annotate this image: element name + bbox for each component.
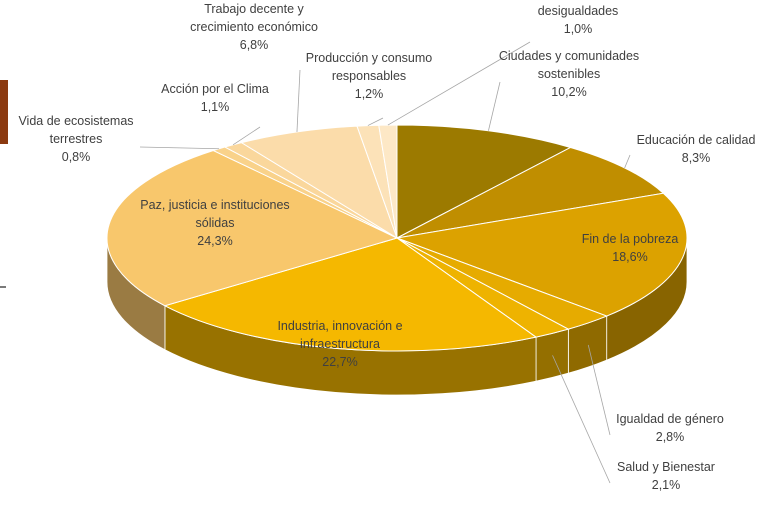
leader-line-10: [367, 117, 384, 126]
slice-name-label-5: infraestructura: [300, 337, 380, 351]
leader-line-11: [387, 41, 531, 126]
slice-value-label-3: 2,8%: [656, 430, 685, 444]
leader-line-3: [587, 344, 611, 436]
leader-lines: [139, 41, 631, 484]
leader-line-7: [139, 146, 220, 150]
slice-name-label-7: Vida de ecosistemas: [18, 114, 133, 128]
slice-name-label-0: sostenibles: [538, 67, 601, 81]
slice-name-label-9: Trabajo decente y: [204, 2, 304, 16]
slice-value-label-9: 6,8%: [240, 38, 269, 52]
slice-name-label-3: Igualdad de género: [616, 412, 724, 426]
slice-name-label-10: responsables: [332, 69, 406, 83]
side-decoration: [0, 80, 8, 144]
pie-slice-2: [395, 192, 688, 317]
slice-value-label-1: 8,3%: [682, 151, 711, 165]
slice-value-label-8: 1,1%: [201, 100, 230, 114]
leader-line-1: [624, 154, 631, 169]
slice-name-label-11: desigualdades: [538, 4, 619, 18]
slice-name-label-7: terrestres: [50, 132, 103, 146]
slice-value-label-11: 1,0%: [564, 22, 593, 36]
slice-name-label-6: Paz, justicia e instituciones: [140, 198, 289, 212]
pie-side-4: [535, 328, 569, 382]
leader-line-9: [296, 69, 301, 132]
slice-name-label-0: Ciudades y comunidades: [499, 49, 639, 63]
pie-slice-6: [106, 149, 399, 307]
pie-slice-5: [163, 237, 538, 352]
slice-value-label-0: 10,2%: [551, 85, 586, 99]
leader-line-8: [232, 126, 261, 146]
slice-name-label-8: Acción por el Clima: [161, 82, 269, 96]
leader-line-4: [552, 355, 611, 484]
slice-value-label-2: 18,6%: [612, 250, 647, 264]
slice-name-label-4: Salud y Bienestar: [617, 460, 715, 474]
slice-name-label-5: Industria, innovación e: [277, 319, 402, 333]
slice-value-label-7: 0,8%: [62, 150, 91, 164]
side-divider: [0, 286, 6, 288]
slice-name-label-1: Educación de calidad: [637, 133, 756, 147]
pie-side-walls: [106, 237, 688, 396]
slice-name-label-9: crecimiento económico: [190, 20, 318, 34]
slice-value-label-5: 22,7%: [322, 355, 357, 369]
slice-value-label-4: 2,1%: [652, 478, 681, 492]
pie-slice-1: [396, 146, 665, 239]
slice-name-label-2: Fin de la pobreza: [582, 232, 679, 246]
slice-name-label-10: Producción y consumo: [306, 51, 433, 65]
pie-top-faces: [106, 124, 688, 352]
slice-value-label-6: 24,3%: [197, 234, 232, 248]
slice-value-label-10: 1,2%: [355, 87, 384, 101]
slice-labels: Ciudades y comunidades sostenibles 10,2% Ed…: [18, 2, 756, 492]
pie-slice-9: [240, 125, 398, 240]
leader-line-0: [488, 81, 501, 131]
slice-name-label-6: sólidas: [196, 216, 235, 230]
